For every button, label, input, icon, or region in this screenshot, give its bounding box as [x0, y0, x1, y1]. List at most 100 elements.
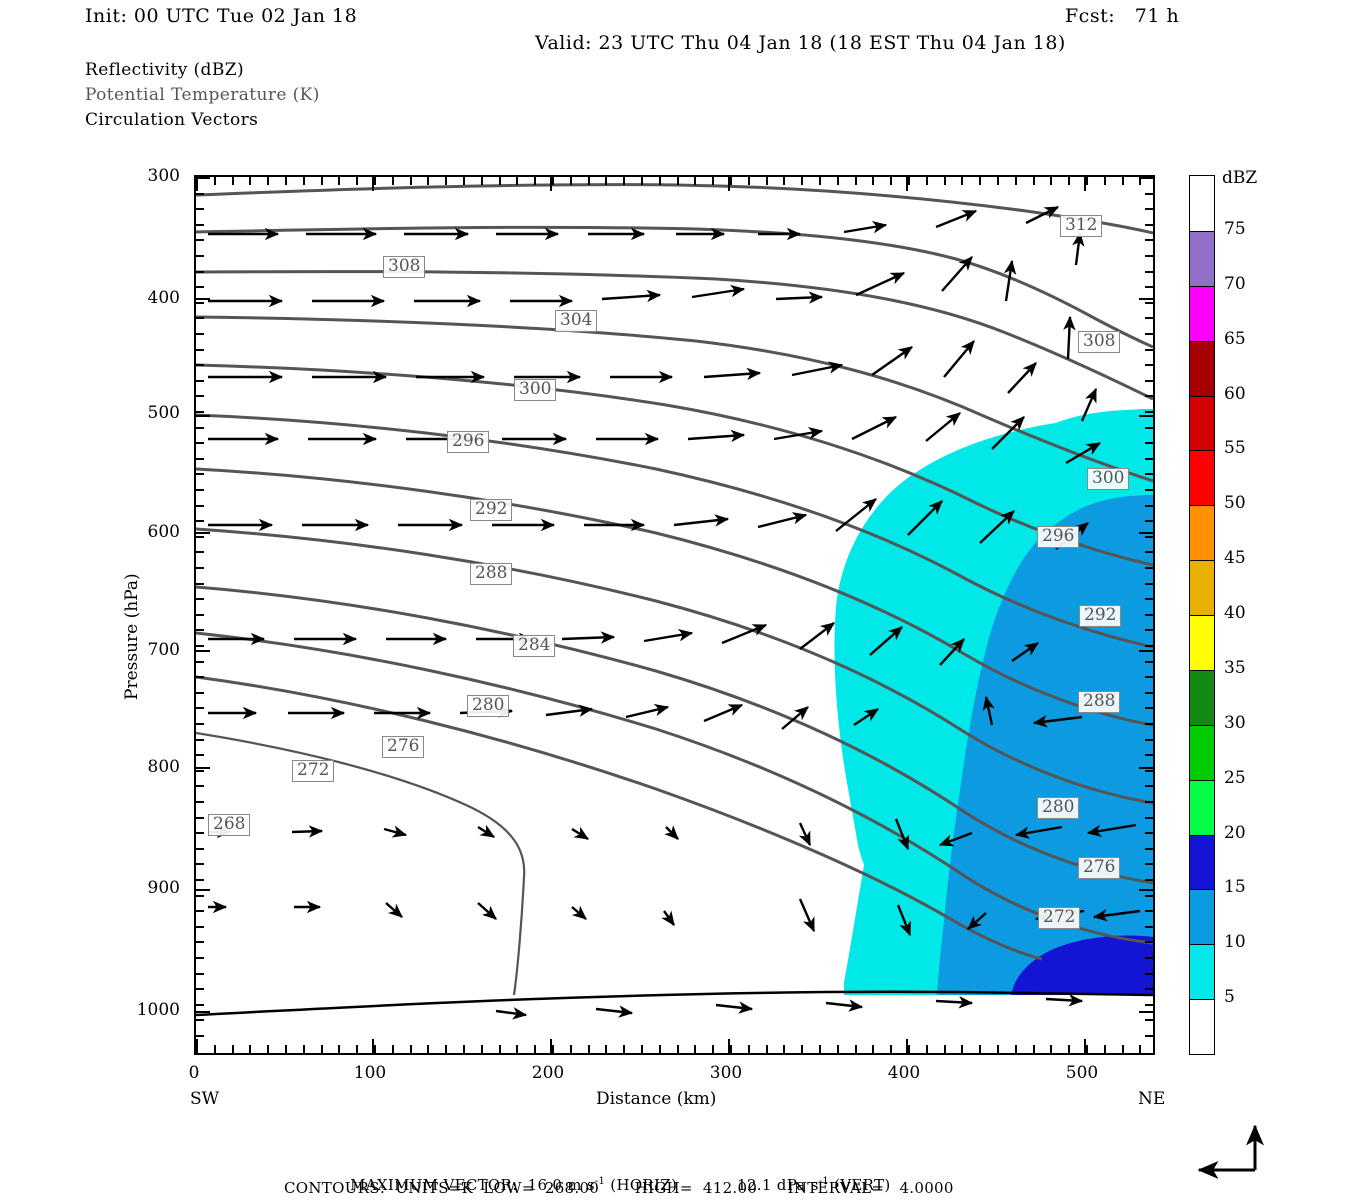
x-minor-tick	[1032, 177, 1035, 185]
y-minor-tick	[1145, 988, 1153, 991]
y-minor-tick	[196, 723, 204, 725]
x-major-tick-top-300	[728, 177, 730, 191]
y-minor-tick	[196, 988, 204, 991]
y-minor-tick	[1145, 832, 1153, 835]
x-minor-tick	[445, 1045, 448, 1053]
y-major-tick-700	[196, 650, 210, 652]
x-minor-tick	[801, 1045, 804, 1053]
cross-section-plot[interactable]: 312 308 308 304 300 300 296 296 292 292 …	[194, 175, 1155, 1055]
y-minor-tick	[196, 738, 204, 741]
y-minor-tick	[196, 613, 204, 616]
colorbar-tick-20: 20	[1224, 822, 1246, 843]
y-minor-tick	[1145, 473, 1153, 476]
y-minor-tick	[1145, 707, 1153, 710]
x-minor-tick	[890, 177, 893, 185]
x-minor-tick	[997, 1045, 999, 1053]
x-minor-tick	[338, 177, 341, 185]
x-minor-tick	[783, 1045, 786, 1053]
y-minor-tick	[196, 504, 204, 507]
x-minor-tick	[374, 1045, 376, 1053]
x-axis-title: Distance (km)	[596, 1089, 717, 1109]
x-minor-tick	[979, 1045, 982, 1053]
x-minor-tick	[498, 177, 501, 185]
x-minor-tick	[1103, 1045, 1106, 1053]
y-axis-title: Pressure (hPa)	[122, 573, 142, 700]
x-minor-tick	[623, 177, 626, 185]
y-minor-tick	[1145, 754, 1153, 757]
y-minor-tick	[1145, 582, 1153, 585]
y-minor-tick	[196, 457, 204, 460]
x-major-tick-500	[1084, 1039, 1086, 1053]
y-minor-tick	[1145, 223, 1153, 226]
colorbar-segment-15	[1190, 999, 1214, 1054]
colorbar-tick-65: 65	[1224, 328, 1246, 349]
y-minor-tick	[1145, 286, 1153, 289]
y-minor-tick	[196, 411, 204, 413]
surface-line	[196, 990, 1153, 1017]
colorbar-tick-5: 5	[1224, 987, 1235, 1008]
y-minor-tick	[1145, 535, 1153, 538]
x-minor-tick	[712, 177, 715, 185]
x-minor-tick	[320, 177, 323, 185]
x-minor-tick	[890, 1045, 893, 1053]
colorbar-title: dBZ	[1222, 168, 1258, 188]
theta-contour-312	[196, 183, 1153, 235]
x-minor-tick	[374, 177, 376, 185]
y-minor-tick	[1145, 317, 1153, 320]
y-minor-tick	[196, 894, 204, 897]
colorbar-segment-6	[1190, 505, 1214, 561]
x-minor-tick	[338, 1045, 341, 1053]
max-vector-horiz-exponent: -1	[594, 1176, 606, 1187]
y-minor-tick	[1145, 489, 1153, 491]
max-vector-horiz-label: MAXIMUM VECTOR: 16.0 m s	[350, 1176, 595, 1194]
reflectivity-colorbar[interactable]	[1189, 175, 1215, 1055]
y-minor-tick	[196, 489, 204, 491]
x-tick-500: 500	[1065, 1063, 1099, 1083]
y-minor-tick	[196, 239, 204, 242]
x-minor-tick	[391, 1045, 394, 1053]
y-minor-tick	[1145, 1035, 1153, 1037]
y-minor-tick	[196, 192, 204, 195]
x-minor-tick	[676, 1045, 679, 1053]
x-minor-tick	[908, 1045, 910, 1053]
y-minor-tick	[196, 645, 204, 647]
y-minor-tick	[1145, 1019, 1153, 1022]
x-major-tick-top-500	[1084, 177, 1086, 191]
y-minor-tick	[1145, 239, 1153, 242]
y-tick-500: 500	[147, 403, 180, 423]
contour-label-272-left: 272	[292, 760, 335, 782]
x-major-tick-0	[196, 1039, 198, 1053]
y-minor-tick	[1145, 208, 1153, 211]
y-minor-tick	[196, 598, 204, 601]
colorbar-tick-25: 25	[1224, 767, 1246, 788]
x-major-tick-top-200	[550, 177, 552, 191]
x-minor-tick	[925, 177, 928, 185]
x-minor-tick	[1139, 1045, 1142, 1053]
y-minor-tick	[1145, 925, 1153, 928]
y-minor-tick	[1145, 910, 1153, 913]
colorbar-segment-13	[1190, 889, 1214, 945]
y-minor-tick	[196, 535, 204, 538]
x-major-tick-top-400	[906, 177, 908, 191]
x-major-tick-300	[728, 1039, 730, 1053]
x-minor-tick	[391, 177, 394, 185]
x-minor-tick	[445, 177, 448, 185]
y-minor-tick	[1145, 769, 1153, 772]
x-minor-tick	[587, 177, 590, 185]
x-minor-tick	[498, 1045, 501, 1053]
plot-svg	[196, 183, 1153, 1020]
y-major-tick-1000	[196, 1011, 210, 1013]
y-tick-900: 900	[147, 878, 180, 898]
x-minor-tick	[356, 177, 359, 185]
x-minor-tick	[1103, 177, 1106, 185]
y-major-tick-300	[196, 177, 210, 179]
x-minor-tick	[943, 177, 946, 185]
contour-label-288-right: 288	[1078, 691, 1121, 713]
theta-contour-272	[196, 675, 1043, 961]
y-tick-400: 400	[147, 288, 180, 308]
y-minor-tick	[1145, 192, 1153, 195]
theta-contour-268	[196, 731, 526, 996]
y-minor-tick	[196, 379, 204, 382]
y-minor-tick	[196, 270, 204, 273]
y-minor-tick	[196, 910, 204, 913]
